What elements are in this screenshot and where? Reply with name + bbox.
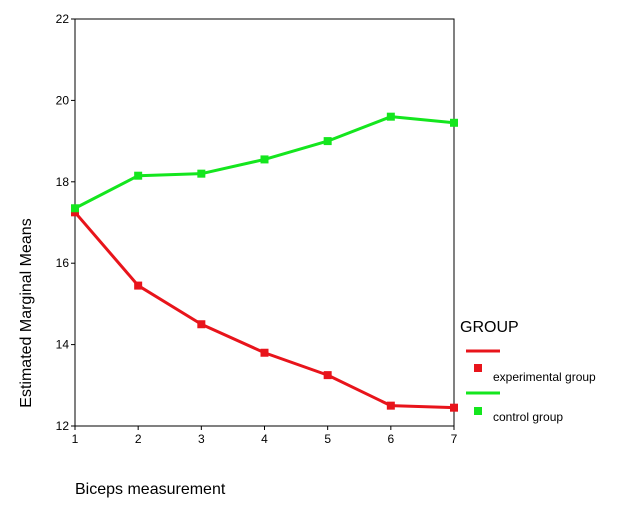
data-point-control bbox=[71, 204, 79, 213]
data-point-experimental bbox=[71, 208, 79, 217]
data-point-control bbox=[386, 112, 395, 121]
data-point-experimental bbox=[323, 371, 332, 380]
data-point-experimental bbox=[260, 348, 269, 357]
legend-label-experimental: experimental group bbox=[493, 370, 596, 384]
data-point-experimental bbox=[197, 320, 206, 329]
y-tick-label: 14 bbox=[56, 338, 70, 352]
y-tick-label: 16 bbox=[56, 256, 70, 270]
data-point-experimental bbox=[386, 401, 395, 410]
x-tick-label: 2 bbox=[135, 432, 142, 446]
x-tick-label: 4 bbox=[261, 432, 268, 446]
data-point-control bbox=[260, 155, 269, 164]
y-tick-label: 18 bbox=[56, 175, 70, 189]
data-point-experimental bbox=[134, 281, 143, 290]
x-tick-label: 7 bbox=[451, 432, 458, 446]
x-tick-label: 6 bbox=[387, 432, 394, 446]
legend: GROUP experimental group control group bbox=[460, 319, 596, 424]
legend-marker-control bbox=[474, 407, 482, 415]
legend-title: GROUP bbox=[460, 319, 519, 336]
data-point-control bbox=[323, 137, 332, 146]
series-layer bbox=[71, 112, 458, 412]
x-axis-ticks: 1 2 3 4 5 6 7 bbox=[72, 426, 458, 446]
y-tick-label: 22 bbox=[56, 12, 70, 26]
x-tick-label: 5 bbox=[324, 432, 331, 446]
y-tick-label: 20 bbox=[56, 93, 70, 107]
x-axis-title: Biceps measurement bbox=[75, 481, 226, 498]
x-tick-label: 3 bbox=[198, 432, 205, 446]
data-point-control bbox=[450, 118, 458, 127]
data-point-control bbox=[197, 169, 206, 178]
legend-marker-experimental bbox=[474, 364, 482, 372]
legend-label-control: control group bbox=[493, 410, 563, 424]
y-axis-title: Estimated Marginal Means bbox=[18, 218, 35, 407]
y-axis-ticks: 12 14 16 18 20 22 bbox=[56, 12, 75, 433]
y-tick-label: 12 bbox=[56, 419, 70, 433]
x-tick-label: 1 bbox=[72, 432, 79, 446]
data-point-control bbox=[134, 171, 143, 180]
data-point-experimental bbox=[450, 403, 458, 412]
